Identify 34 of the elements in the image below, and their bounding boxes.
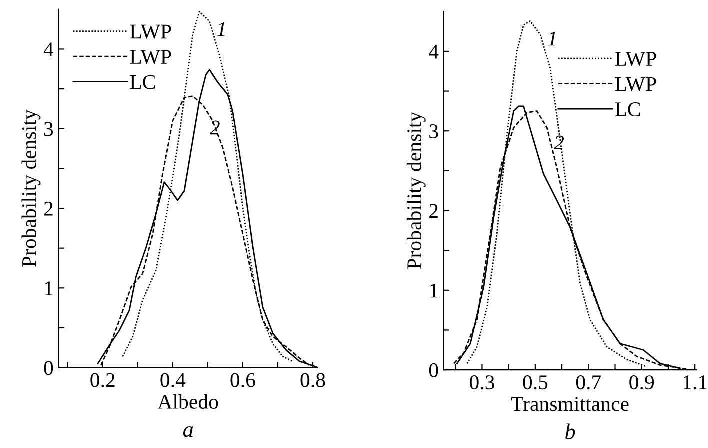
annotation: 1 <box>548 32 556 46</box>
x-tick-label: 0.8 <box>300 373 326 388</box>
legend-label: LC <box>130 75 156 90</box>
x-tick-label: 0.5 <box>523 376 548 390</box>
legend-label: LWP <box>615 77 656 92</box>
x-tick-label: 0.2 <box>90 373 115 388</box>
x-tick-label: 1.1 <box>684 376 707 390</box>
y-tick-label: 4 <box>429 44 439 59</box>
y-tick-label: 1 <box>430 284 438 298</box>
y-tick-label: 4 <box>44 42 54 56</box>
x-tick-label: 0.6 <box>230 373 256 388</box>
x-tick-label: 0.7 <box>576 376 602 390</box>
text: a <box>183 426 194 438</box>
annotation: 2 <box>554 136 564 150</box>
annotation: 1 <box>217 22 225 36</box>
legend-label: LWP <box>130 50 172 64</box>
y-axis-title: Probability density <box>406 112 426 270</box>
x-tick-label: 0.9 <box>630 376 654 390</box>
y-tick-label: 3 <box>44 122 54 136</box>
text: b <box>566 424 576 440</box>
y-tick-label: 1 <box>45 282 53 296</box>
y-tick-label: 2 <box>44 202 53 216</box>
y-tick-label: 0 <box>44 361 54 376</box>
y-tick-label: 0 <box>429 363 438 378</box>
x-tick-label: 0.3 <box>470 376 494 390</box>
x-tick-label: 0.4 <box>160 373 186 388</box>
y-axis-title: Probability density <box>22 110 41 267</box>
y-tick-label: 2 <box>430 204 438 218</box>
legend-label: LC <box>615 102 640 117</box>
x-axis-title: Transmittance <box>511 397 629 412</box>
legend-label: LWP <box>130 24 172 39</box>
x-axis-title: Albedo <box>158 394 218 409</box>
legend-label: LWP <box>615 52 656 66</box>
y-tick-label: 3 <box>430 124 438 139</box>
